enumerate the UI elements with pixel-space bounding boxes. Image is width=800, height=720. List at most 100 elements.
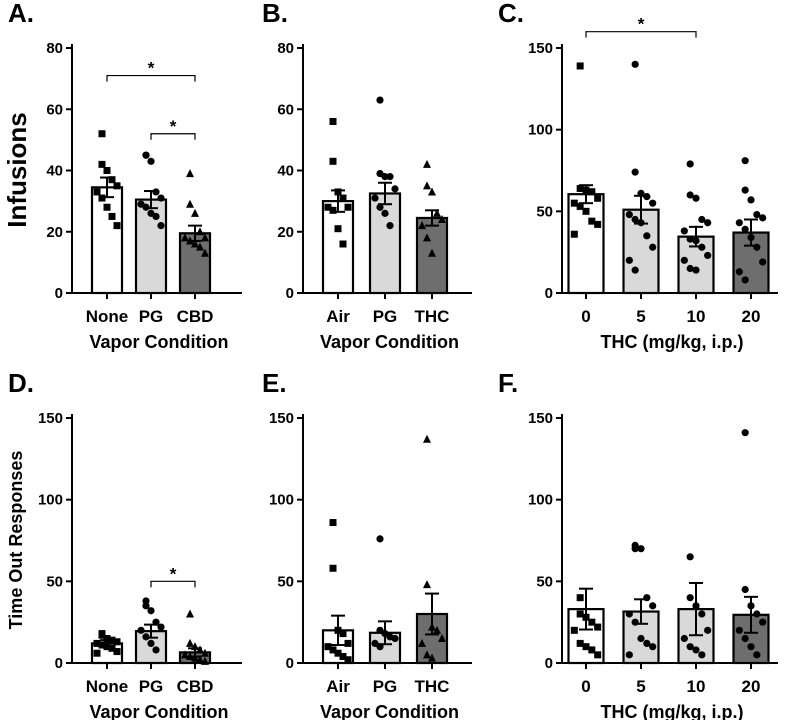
data-point	[329, 519, 337, 527]
data-point	[686, 264, 694, 273]
error-bar	[425, 592, 439, 636]
y-tick-label: 0	[545, 285, 553, 302]
data-point	[588, 618, 596, 626]
x-axis-title: Vapor Condition	[90, 332, 229, 352]
data-point	[631, 60, 639, 68]
data-point	[147, 157, 155, 165]
x-tick-label: 0	[581, 307, 590, 326]
data-point	[698, 215, 706, 224]
data-point	[93, 649, 101, 657]
significance-star: *	[148, 59, 155, 78]
data-point	[423, 434, 431, 443]
panel-f: F. 0 50 100 150 0 5 10 20 THC (mg/kg, i.p.)	[498, 368, 778, 720]
data-point	[686, 235, 694, 243]
data-point	[570, 199, 578, 207]
x-tick-label: 5	[636, 677, 645, 696]
data-point	[692, 266, 700, 274]
data-point	[196, 655, 204, 664]
x-axis-title: THC (mg/kg, i.p.)	[601, 332, 744, 352]
error-bar	[634, 194, 648, 225]
y-tick-label: 20	[277, 224, 294, 241]
data-point	[594, 651, 602, 659]
data-point	[747, 643, 755, 651]
y-tick-label: 100	[528, 122, 553, 139]
data-point	[339, 630, 347, 638]
x-tick-label: 10	[687, 307, 706, 326]
data-point	[686, 643, 694, 651]
bar-pg	[368, 192, 402, 295]
data-point	[686, 191, 694, 199]
x-tick-label: PG	[139, 307, 164, 326]
data-point	[649, 199, 657, 207]
x-tick-label: 10	[687, 677, 706, 696]
data-point	[759, 258, 767, 266]
data-point	[570, 626, 578, 634]
y-tick-label: 40	[46, 163, 63, 180]
data-point	[339, 652, 347, 660]
data-point	[576, 639, 584, 647]
significance-bracket: *	[106, 59, 196, 82]
data-point	[334, 649, 342, 657]
data-point	[324, 203, 332, 211]
error-bar	[425, 209, 439, 227]
data-point	[186, 609, 194, 618]
data-point	[186, 169, 194, 178]
error-bar	[144, 623, 158, 639]
data-point	[747, 196, 755, 204]
data-point	[344, 639, 352, 647]
data-point	[625, 211, 633, 219]
x-tick-label: PG	[373, 677, 398, 696]
data-point	[376, 535, 384, 543]
data-point	[704, 251, 712, 260]
data-point	[735, 626, 743, 634]
x-axis-title: Vapor Condition	[320, 332, 459, 352]
error-bar	[188, 647, 202, 658]
error-bar	[634, 598, 648, 625]
data-point	[98, 130, 106, 138]
error-bar	[579, 587, 593, 631]
data-point	[191, 239, 199, 248]
data-point	[625, 256, 633, 264]
panel-letter: B.	[262, 0, 288, 28]
panel-letter: C.	[498, 0, 524, 28]
data-point	[191, 208, 199, 217]
data-point	[570, 230, 578, 238]
data-point	[433, 625, 441, 634]
data-point	[576, 610, 584, 618]
data-point	[386, 173, 394, 181]
data-point	[637, 634, 645, 643]
y-tick-label: 50	[536, 203, 553, 220]
error-bar	[579, 184, 593, 205]
data-point	[759, 618, 767, 626]
error-bar	[744, 595, 758, 634]
x-tick-label: PG	[373, 307, 398, 326]
y-tick-label: 0	[286, 285, 294, 302]
data-point	[103, 167, 111, 174]
data-point	[152, 646, 160, 654]
x-tick-label: 0	[581, 677, 590, 696]
error-bar	[331, 189, 345, 213]
data-point	[438, 215, 446, 223]
x-tick-label: CBD	[177, 677, 214, 696]
data-point	[643, 639, 651, 648]
x-tick-label: THC	[415, 677, 450, 696]
data-point	[93, 188, 101, 196]
y-tick-label: 0	[55, 285, 63, 302]
data-point	[686, 160, 694, 168]
data-point	[376, 96, 384, 104]
significance-star: *	[170, 564, 177, 583]
panel-a: A. 0 20 40 60 80 None PG CBD Vapor Condition * *	[8, 0, 242, 352]
data-point	[588, 188, 596, 196]
data-point	[98, 160, 106, 168]
data-point	[428, 653, 436, 662]
y-tick-label: 150	[528, 40, 553, 57]
data-point	[391, 634, 399, 643]
x-tick-label: Air	[326, 677, 350, 696]
data-point	[344, 203, 352, 211]
data-point	[157, 222, 165, 230]
data-point	[181, 650, 189, 659]
data-point	[686, 594, 694, 602]
y-tick-label: 100	[269, 492, 294, 509]
data-point	[741, 585, 749, 594]
data-point	[649, 602, 657, 610]
